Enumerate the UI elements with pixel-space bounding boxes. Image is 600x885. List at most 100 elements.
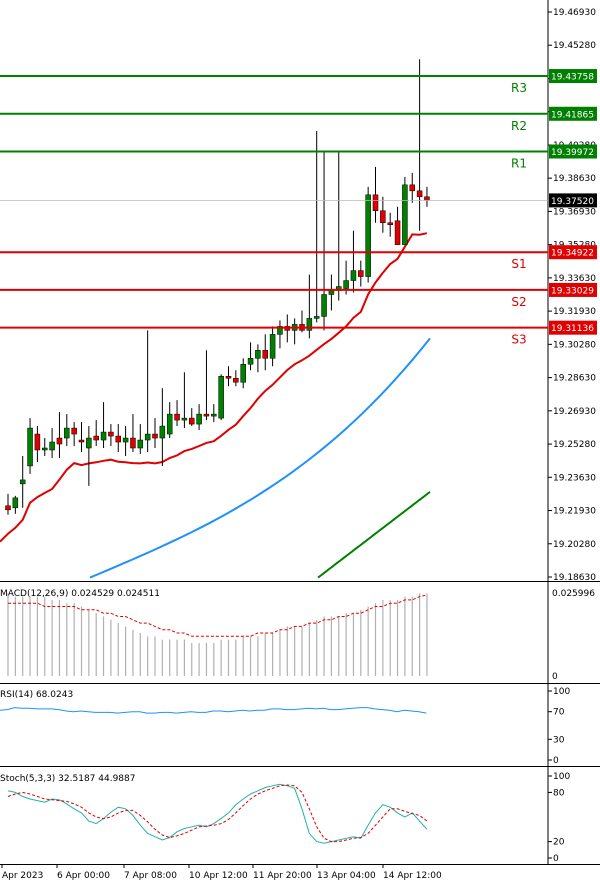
rsi-tick-label: 100: [553, 687, 570, 697]
candle-body: [394, 220, 401, 245]
level-name: S3: [511, 333, 526, 347]
time-axis: Apr 2023 6 Apr 00:00 7 Apr 08:00 10 Apr 12:…: [1, 864, 442, 881]
candle-body: [380, 210, 386, 223]
candle-body: [424, 196, 430, 201]
candlesticks: [5, 59, 430, 515]
candle-body: [78, 439, 85, 443]
pivot-levels: 19.43758 R3 19.41865 R2 19.39972 R1 19.34922 S1…: [0, 69, 597, 347]
level-price-label: 19.43758: [551, 73, 594, 83]
candle-body: [122, 437, 129, 443]
time-tick-label: 10 Apr 12:00: [189, 871, 248, 881]
candle-body: [93, 435, 99, 441]
stoch-d-line: [7, 784, 428, 843]
level-price-box: [549, 282, 597, 297]
price-tick-label: 19.25280: [553, 440, 596, 450]
candle-body: [313, 316, 320, 319]
moving-averages: [0, 232, 431, 579]
level-price-box: [549, 144, 597, 159]
candle-body: [416, 190, 423, 198]
rsi-label: RSI(14) 68.0243: [0, 690, 73, 700]
candle-body: [225, 375, 232, 379]
candle-body: [233, 377, 239, 383]
candle-body: [343, 280, 349, 289]
candle-body: [42, 447, 48, 451]
level-price-box: [549, 245, 597, 260]
candle-body: [387, 222, 393, 225]
macd-ytick: 0.025996: [552, 589, 595, 599]
price-tick-label: 19.18630: [553, 573, 596, 583]
candle-body: [211, 413, 217, 417]
candle-body: [277, 326, 283, 335]
candle-body: [86, 437, 92, 449]
candle-body: [321, 294, 327, 317]
time-tick-label: 6 Apr 00:00: [57, 871, 110, 881]
level-price-label: 19.31136: [551, 324, 594, 334]
price-tick-label: 19.36930: [553, 207, 596, 217]
price-tick-label: 19.45280: [553, 41, 596, 51]
time-tick-label: 14 Apr 12:00: [383, 871, 442, 881]
candle-body: [181, 417, 188, 421]
time-tick-label: 13 Apr 04:00: [317, 871, 376, 881]
candle-body: [350, 270, 357, 281]
level-name: S1: [511, 257, 526, 271]
level-price-box: [549, 69, 597, 84]
candle-body: [56, 437, 63, 445]
level-price-box: [549, 320, 597, 335]
macd-zero-label: 0: [552, 672, 558, 682]
stoch-label: Stoch(5,3,3) 32.5187 44.9887: [0, 774, 135, 784]
level-price-label: 19.39972: [551, 148, 594, 158]
candle-body: [64, 427, 70, 439]
candle-body: [71, 427, 77, 435]
macd-signal-line: [8, 594, 428, 637]
candle-body: [218, 375, 224, 419]
blue-moving-average: [89, 337, 431, 579]
candle-body: [306, 318, 313, 331]
stoch-tick-label: 0: [553, 854, 559, 864]
price-tick-label: 19.30280: [553, 340, 596, 350]
candle-body: [100, 431, 107, 441]
time-tick-label: 7 Apr 08:00: [124, 871, 177, 881]
time-tick-label: Apr 2023: [2, 871, 43, 881]
candle-body: [5, 505, 11, 511]
price-tick-label: 19.31930: [553, 307, 596, 317]
candle-body: [328, 290, 335, 295]
current-price-label: 19.37520: [551, 197, 594, 207]
candle-body: [19, 479, 26, 485]
candle-body: [203, 413, 210, 417]
candle-body: [137, 439, 144, 449]
macd-panel: MACD(12,26,9) 0.024529 0.024511 0.025996…: [0, 589, 595, 682]
candle-body: [255, 350, 261, 359]
candle-body: [152, 433, 158, 439]
price-tick-label: 19.20280: [553, 540, 596, 550]
candle-body: [358, 270, 364, 277]
candle-body: [240, 364, 246, 383]
candle-body: [269, 334, 276, 359]
rsi-panel: RSI(14) 68.0243 100 70 30 0: [0, 687, 570, 766]
price-tick-label: 19.33630: [553, 274, 596, 284]
candle-body: [49, 441, 55, 451]
stoch-tick-label: 20: [553, 838, 565, 848]
macd-label: MACD(12,26,9) 0.024529 0.024511: [0, 589, 160, 599]
level-price-label: 19.34922: [551, 249, 594, 259]
candle-body: [402, 184, 408, 245]
candle-body: [34, 433, 41, 451]
candle-body: [27, 427, 33, 467]
green-moving-average: [317, 491, 431, 579]
candle-body: [247, 358, 254, 365]
candle-body: [372, 194, 379, 212]
level-price-box: [549, 106, 597, 121]
price-tick-label: 19.23630: [553, 473, 596, 483]
stoch-panel: Stoch(5,3,3) 32.5187 44.9887 100 80 20 0: [0, 772, 570, 864]
level-price-label: 19.33029: [551, 286, 594, 296]
time-tick-label: 11 Apr 20:00: [253, 871, 312, 881]
level-name: R1: [511, 157, 527, 171]
price-tick-label: 19.28630: [553, 374, 596, 384]
level-price-label: 19.41865: [551, 110, 594, 120]
stoch-tick-label: 100: [553, 772, 570, 782]
candle-body: [174, 413, 180, 421]
level-name: S2: [511, 295, 526, 309]
candle-body: [409, 184, 415, 192]
rsi-tick-label: 70: [553, 708, 565, 718]
candle-body: [166, 413, 173, 435]
